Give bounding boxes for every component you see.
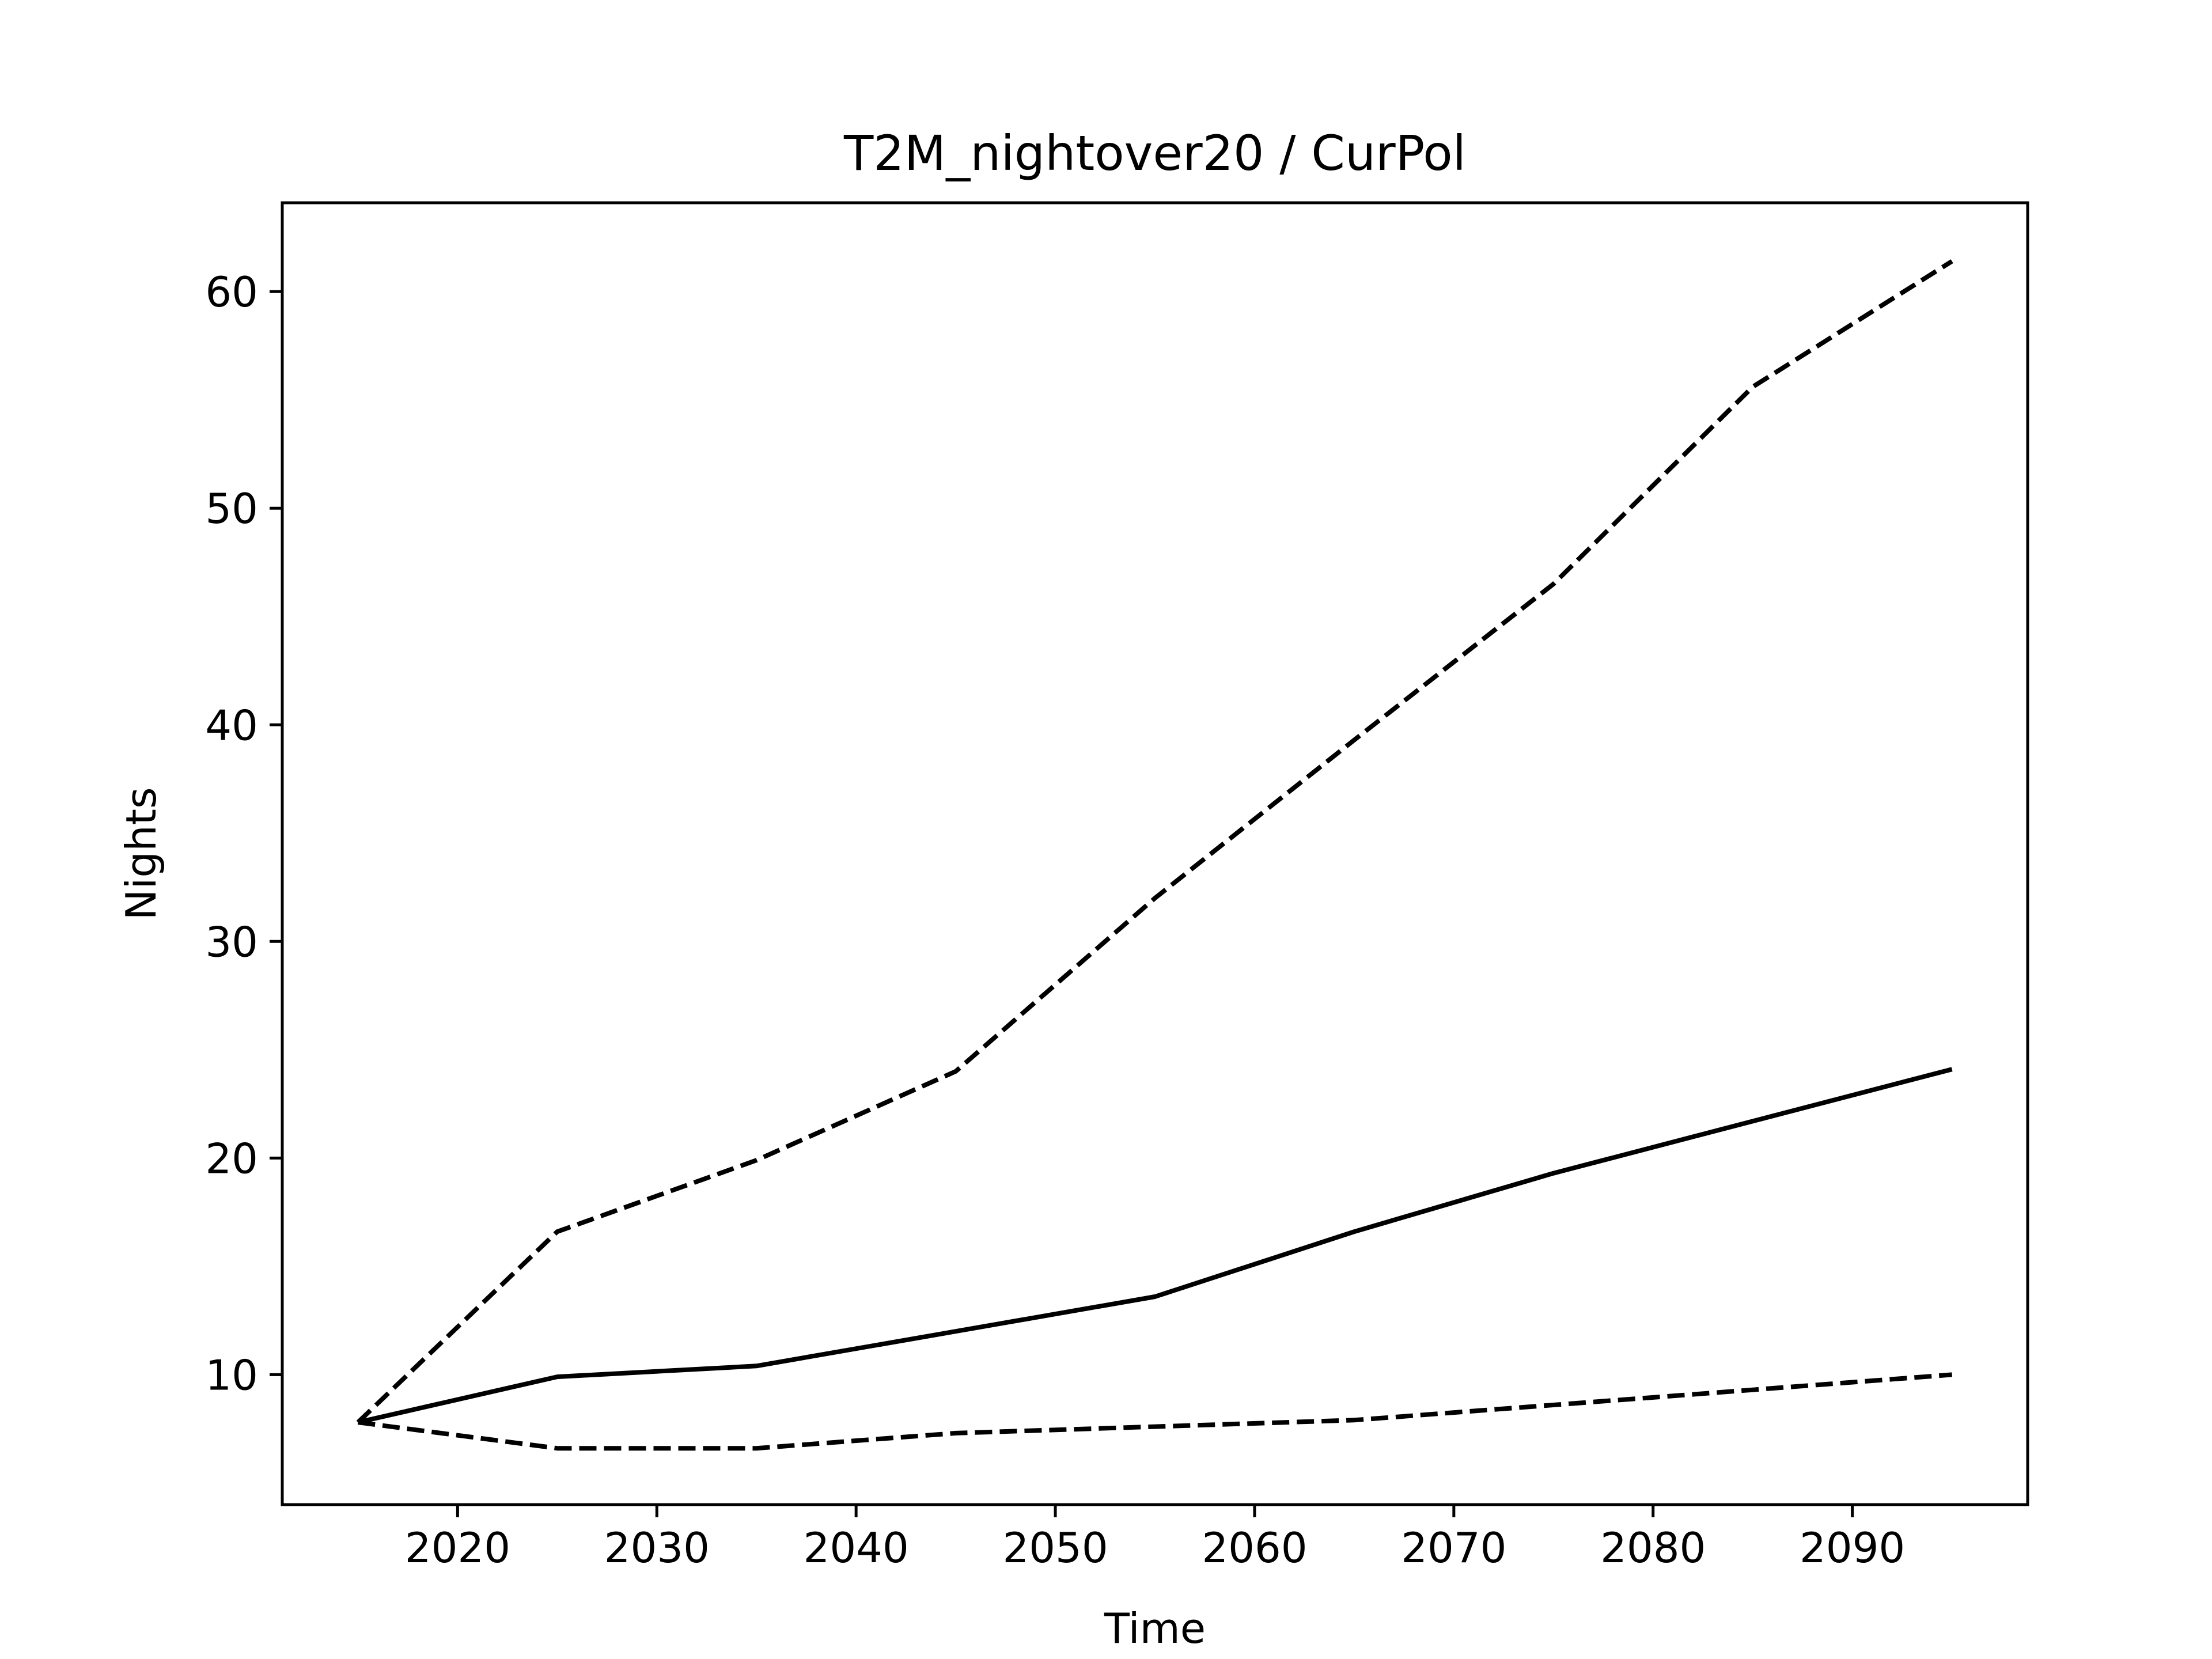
x-tick-label: 2050	[1002, 1524, 1108, 1572]
y-axis-label: Nights	[117, 787, 165, 921]
y-tick-label: 40	[205, 701, 258, 749]
chart-title: T2M_nightover20 / CurPol	[843, 125, 1466, 181]
y-tick-label: 60	[205, 268, 258, 316]
y-tick-label: 30	[205, 918, 258, 966]
series-line-2-dashed	[356, 259, 1953, 1424]
y-tick-label: 10	[205, 1351, 258, 1399]
series-line-1-solid	[357, 1067, 1953, 1425]
x-tick-label: 2020	[405, 1524, 510, 1572]
series-line-3-dashed	[357, 1372, 1952, 1451]
x-tick-label: 2060	[1202, 1524, 1307, 1572]
series-layer	[356, 259, 1953, 1451]
plot-frame	[281, 201, 2029, 1506]
x-tick-label: 2030	[604, 1524, 710, 1572]
y-tick-label: 20	[205, 1134, 258, 1183]
y-axis: 10 20 30 40 50 60	[205, 268, 282, 1399]
x-axis-label: Time	[1104, 1604, 1206, 1653]
x-tick-label: 2080	[1600, 1524, 1706, 1572]
x-tick-label: 2090	[1800, 1524, 1905, 1572]
x-axis: 2020 2030 2040 2050 2060 2070 2080 2090	[405, 1505, 1905, 1572]
x-tick-label: 2040	[804, 1524, 909, 1572]
x-tick-label: 2070	[1401, 1524, 1506, 1572]
y-tick-label: 50	[205, 484, 258, 533]
